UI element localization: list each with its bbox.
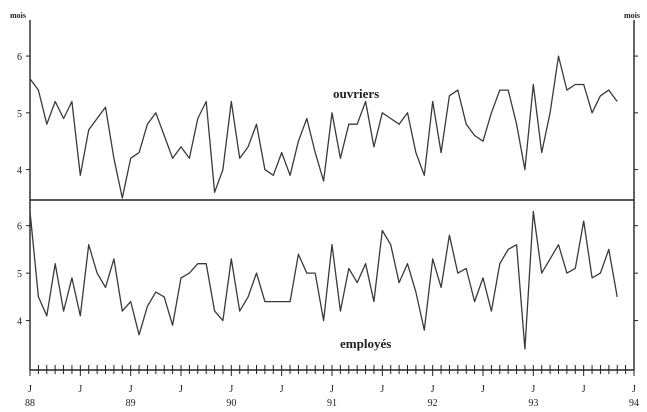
lines-layer <box>29 55 618 350</box>
ticks-layer: 4 5 6 4 5 6 J 88 J J 89 J J 90 J J 91 J J 92 J J 93 J J 94 <box>17 52 639 409</box>
x-tick-label-month: J <box>380 384 384 395</box>
x-tick-label-month: J <box>632 384 636 395</box>
x-tick-label-month: J <box>179 384 183 395</box>
y-tick-label: 6 <box>17 222 22 233</box>
x-tick-label-year: 89 <box>126 398 136 409</box>
x-tick-label-month: J <box>229 384 233 395</box>
series-label-employes: employés <box>340 336 391 351</box>
x-tick-label-month: J <box>531 384 535 395</box>
x-tick-label-year: 91 <box>327 398 337 409</box>
y-tick-label: 4 <box>17 317 22 328</box>
x-tick-label-month: J <box>78 384 82 395</box>
x-tick-label-month: J <box>280 384 284 395</box>
y-tick-label: 5 <box>17 269 22 280</box>
series-line-employes <box>29 210 618 350</box>
x-tick-label-year: 93 <box>528 398 538 409</box>
x-tick-label-month: J <box>582 384 586 395</box>
x-tick-label-year: 92 <box>428 398 438 409</box>
y-tick-label: 5 <box>17 109 22 120</box>
x-tick-label-month: J <box>431 384 435 395</box>
x-tick-label-month: J <box>481 384 485 395</box>
x-tick-label-month: J <box>330 384 334 395</box>
x-tick-label-year: 94 <box>629 398 639 409</box>
y-axis-unit-right: mois <box>624 11 640 20</box>
series-line-ouvriers <box>29 55 618 199</box>
y-tick-label: 6 <box>17 52 22 63</box>
y-tick-label: 4 <box>17 166 22 177</box>
x-tick-label-month: J <box>129 384 133 395</box>
x-tick-label-month: J <box>28 384 32 395</box>
x-tick-label-year: 88 <box>25 398 35 409</box>
y-axis-unit-left: mois <box>10 11 26 20</box>
x-tick-label-year: 90 <box>226 398 236 409</box>
series-label-ouvriers: ouvriers <box>333 86 379 101</box>
